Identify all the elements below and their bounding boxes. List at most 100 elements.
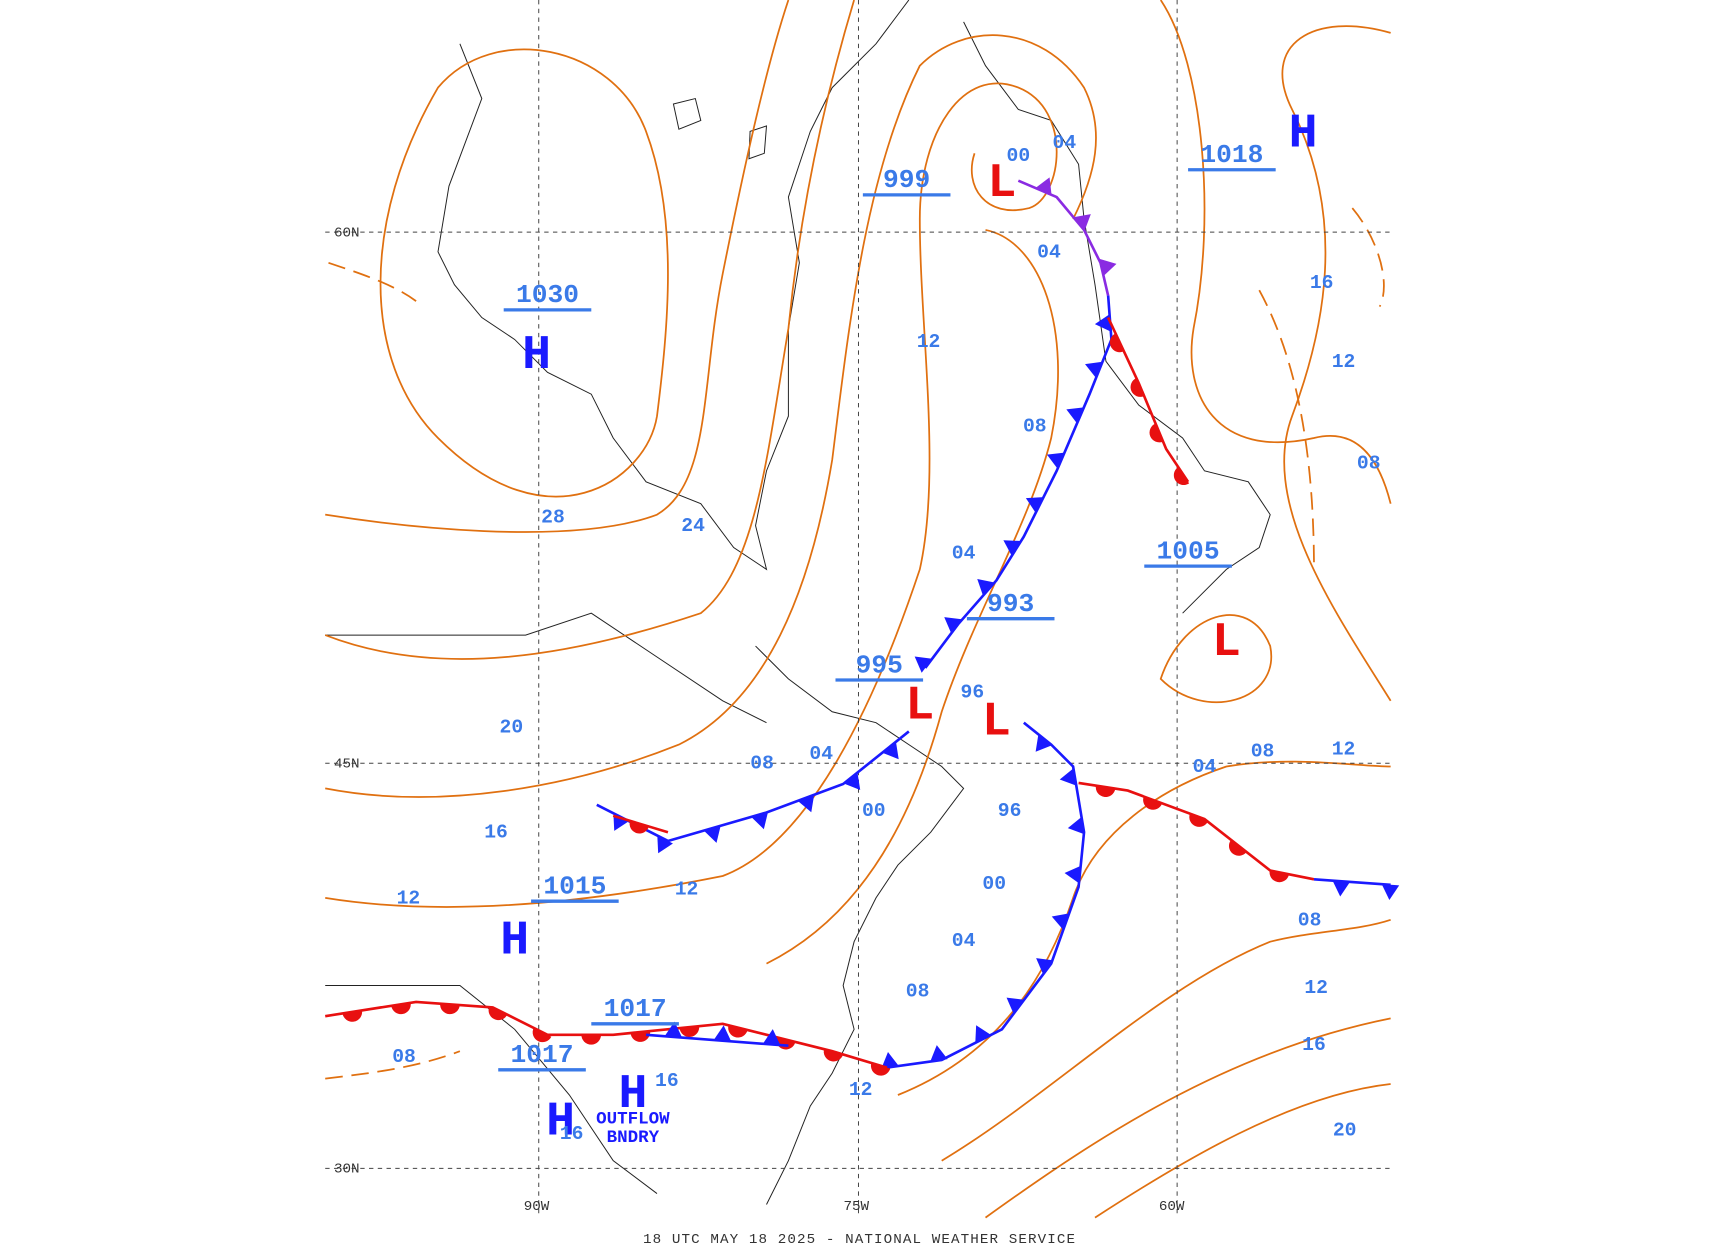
central-pressure: 1018 <box>1200 140 1263 170</box>
front-symbol <box>930 1045 948 1062</box>
isobar-label: 12 <box>1332 351 1356 373</box>
central-pressure: 995 <box>856 650 903 680</box>
front-symbol <box>488 1005 508 1021</box>
isobar-label: 28 <box>541 506 565 528</box>
front-symbol <box>391 1002 411 1015</box>
front-symbol <box>1066 407 1084 424</box>
isobar <box>1281 25 1392 702</box>
isobar-label: 12 <box>675 879 699 901</box>
isobar-label: 96 <box>961 682 985 704</box>
isobar <box>984 1017 1391 1219</box>
trough <box>1258 207 1385 570</box>
pressure-center: L <box>987 157 1016 211</box>
front-symbol <box>703 825 721 843</box>
isobar <box>897 760 1391 1096</box>
front-symbol <box>1149 423 1164 443</box>
isobar-label: 24 <box>681 515 705 537</box>
front-symbol <box>1130 377 1145 397</box>
front <box>612 814 669 834</box>
isobar <box>766 229 1059 965</box>
isobar-label: 08 <box>1023 415 1047 437</box>
isobar-label: 16 <box>484 822 508 844</box>
front-symbol <box>728 1025 748 1038</box>
front-symbol <box>1006 997 1025 1014</box>
front-symbol <box>1073 214 1091 231</box>
grid-label: 30N <box>334 1162 360 1178</box>
front-symbol <box>1059 768 1077 786</box>
front-symbol <box>1173 466 1190 486</box>
front <box>1017 179 1110 296</box>
front-symbol <box>1051 913 1070 930</box>
isobar <box>379 48 669 498</box>
front-symbol <box>532 1027 552 1043</box>
isobar-label: 00 <box>982 873 1006 895</box>
isobar-label: 12 <box>849 1079 873 1101</box>
isobar-label: 16 <box>560 1123 584 1145</box>
isobar-label: 04 <box>1037 241 1061 263</box>
front-symbol <box>581 1034 602 1045</box>
front-symbol <box>440 1003 460 1015</box>
front-symbol <box>797 794 815 813</box>
isobar-label: 00 <box>862 800 886 822</box>
central-pressure: 1017 <box>510 1040 573 1070</box>
front-symbol <box>1109 333 1124 353</box>
isobar <box>324 0 855 660</box>
front-symbol <box>823 1048 844 1062</box>
front-symbol <box>751 812 768 830</box>
front-symbol <box>1035 177 1052 195</box>
central-pressure: 1005 <box>1157 536 1220 566</box>
isobar-label: 16 <box>1310 272 1334 294</box>
front-symbol <box>679 1026 700 1037</box>
isobar-label: 12 <box>917 331 941 353</box>
front-symbol <box>1189 813 1209 827</box>
isobar-label: 00 <box>1007 145 1031 167</box>
front-symbol <box>914 656 933 673</box>
isobar-label: 08 <box>1298 909 1322 931</box>
annotation: BNDRY <box>607 1128 660 1148</box>
central-pressure: 1015 <box>543 872 606 902</box>
front-symbol <box>1143 796 1163 810</box>
isobar-label: 08 <box>750 753 774 775</box>
pressure-center: L <box>905 679 934 733</box>
front-symbol <box>975 1025 991 1043</box>
pressure-center: L <box>982 696 1011 750</box>
isobar <box>941 918 1391 1162</box>
isobar-label: 96 <box>998 800 1022 822</box>
isobar-label: 12 <box>1304 977 1328 999</box>
front-symbol <box>1064 865 1081 884</box>
fronts <box>325 177 1400 1076</box>
front-symbol <box>657 835 673 854</box>
isobars <box>324 0 1392 1219</box>
grid-label: 90W <box>524 1199 550 1215</box>
front-symbol <box>882 741 899 760</box>
isobar-label: 12 <box>1332 738 1356 760</box>
front-symbol <box>1332 880 1351 897</box>
coast <box>437 0 910 571</box>
front-symbol <box>843 772 861 791</box>
front-symbol <box>977 579 995 596</box>
annotation: OUTFLOW <box>596 1109 670 1129</box>
isobar <box>1159 0 1392 504</box>
isobar <box>325 34 1097 798</box>
central-pressure: 993 <box>987 589 1034 619</box>
front <box>1313 877 1391 887</box>
pressure-center: L <box>1212 616 1241 670</box>
isobar <box>325 0 790 533</box>
caption: 18 UTC MAY 18 2025 - NATIONAL WEATHER SE… <box>643 1232 1076 1248</box>
pressure-center: H <box>618 1068 647 1122</box>
central-pressure: 999 <box>883 165 930 195</box>
front-symbol <box>1228 839 1247 856</box>
isobar-label: 12 <box>397 887 421 909</box>
front-symbol <box>1381 884 1400 901</box>
trough <box>325 261 461 1080</box>
front-symbol <box>881 1052 899 1069</box>
front-symbol <box>944 617 962 634</box>
isobar-label: 04 <box>952 542 976 564</box>
isobar-label: 04 <box>1193 756 1217 778</box>
front-symbol <box>1094 314 1111 332</box>
front-symbol <box>630 1031 651 1042</box>
